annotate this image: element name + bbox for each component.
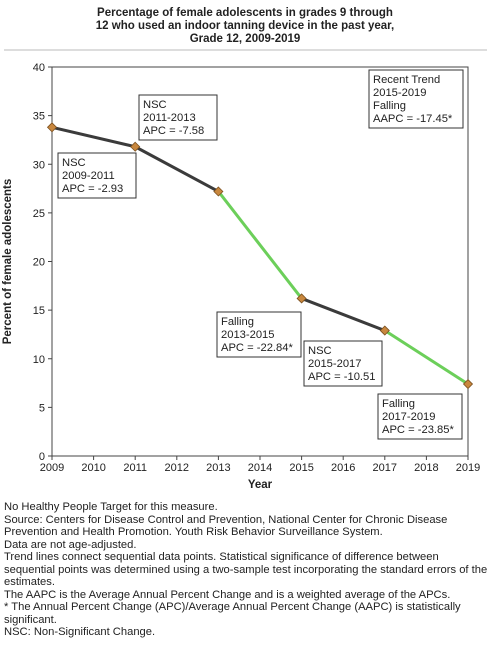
- trend-segment-2013-2015: [216, 189, 304, 300]
- annotation-text: NSC: [62, 157, 86, 169]
- footnote-nsc: NSC: Non-Significant Change.: [4, 626, 156, 638]
- trend-segment-2011-2013: [133, 145, 220, 193]
- chart-title-line: 12 who used an indoor tanning device in …: [96, 20, 394, 32]
- x-tick-label: 2016: [331, 462, 355, 474]
- footnote-trend-lines: Trend lines connect sequential data poin…: [4, 551, 488, 588]
- annotation-text: APC = -7.58: [143, 125, 204, 137]
- footnote-significance: * The Annual Percent Change (APC)/Averag…: [4, 601, 461, 626]
- annotation-text: AAPC = -17.45*: [373, 113, 453, 125]
- annotation-text: NSC: [308, 345, 332, 357]
- footnote-target: No Healthy People Target for this measur…: [4, 501, 218, 513]
- annotation-text: Falling: [382, 398, 415, 410]
- x-axis-label: Year: [248, 479, 273, 491]
- y-tick-label: 40: [33, 62, 45, 74]
- annotation-box: [377, 393, 463, 440]
- x-tick-label: 2015: [289, 462, 313, 474]
- annotation-text: APC = -22.84*: [221, 342, 293, 354]
- x-tick-label: 2018: [414, 462, 438, 474]
- annotation-text: Recent Trend: [373, 74, 440, 86]
- x-tick-label: 2009: [40, 462, 64, 474]
- annotation-text: 2009-2011: [62, 170, 115, 182]
- footnotes: No Healthy People Target for this measur…: [4, 501, 490, 639]
- annotation-text: 2017-2019: [382, 411, 436, 423]
- x-tick-label: 2014: [248, 462, 272, 474]
- data-point-2011: [130, 141, 141, 152]
- trend-segment-2015-2017: [300, 296, 387, 333]
- y-tick-label: 25: [33, 208, 45, 220]
- data-point-2019: [462, 378, 474, 390]
- footnote-aapc: The AAPC is the Average Annual Percent C…: [4, 588, 451, 601]
- x-tick-label: 2019: [456, 462, 480, 474]
- y-tick-label: 35: [33, 111, 45, 123]
- x-tick-label: 2011: [123, 462, 147, 474]
- annotation-text: APC = -10.51: [308, 371, 375, 383]
- chart-title-line: Percentage of female adolescents in grad…: [97, 7, 393, 19]
- y-tick-label: 30: [33, 159, 45, 171]
- chart-title-line: Grade 12, 2009-2019: [190, 33, 301, 45]
- annotation-box: [57, 152, 137, 199]
- x-tick-label: 2010: [81, 462, 105, 474]
- footnote-source: Source: Centers for Disease Control and …: [4, 513, 448, 539]
- annotation-box: [368, 69, 464, 129]
- x-tick-label: 2013: [206, 462, 230, 474]
- y-tick-label: 20: [33, 257, 45, 269]
- data-point-2009: [46, 122, 58, 133]
- y-axis-label: Percent of female adolescents: [2, 179, 14, 345]
- x-tick-label: 2017: [373, 462, 397, 474]
- trend-segment-2009-2011: [50, 125, 137, 149]
- trend-segment-2017-2019: [383, 329, 470, 386]
- annotation-text: 2015-2017: [308, 358, 362, 370]
- annotation-text: Falling: [373, 100, 406, 112]
- annotation-text: 2015-2019: [373, 87, 427, 99]
- y-tick-label: 10: [33, 354, 45, 366]
- annotation-text: APC = -2.93: [62, 183, 123, 195]
- y-tick-label: 0: [39, 451, 45, 463]
- annotation-text: NSC: [143, 99, 167, 111]
- annotation-box: [216, 311, 302, 358]
- data-point-2015: [296, 293, 307, 304]
- annotation-text: Falling: [221, 316, 254, 328]
- annotation-text: APC = -23.85*: [382, 424, 454, 436]
- x-tick-label: 2012: [165, 462, 189, 474]
- data-point-2013: [213, 186, 224, 197]
- y-tick-label: 5: [39, 402, 45, 414]
- chart: Percentage of female adolescents in grad…: [2, 7, 487, 491]
- annotation-text: 2013-2015: [221, 329, 275, 341]
- annotation-text: 2011-2013: [143, 112, 196, 124]
- annotation-box: [138, 94, 218, 141]
- footnote-age-adjusted: Data are not age-adjusted.: [4, 538, 137, 551]
- data-point-2017: [379, 325, 390, 336]
- annotation-box: [303, 340, 383, 387]
- y-tick-label: 15: [33, 305, 45, 317]
